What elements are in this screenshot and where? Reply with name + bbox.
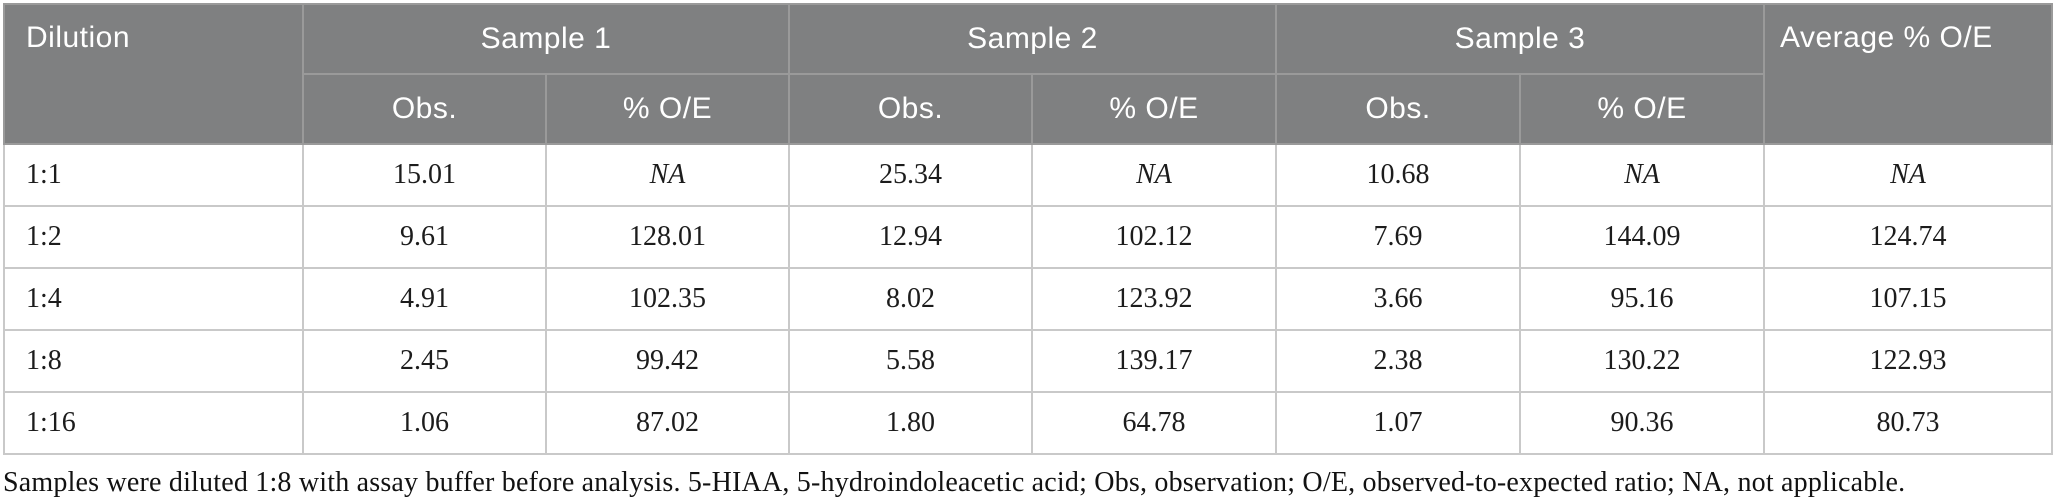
dilution-cell: 1:1 [3,143,304,207]
table-footnote: Samples were diluted 1:8 with assay buff… [3,467,1906,498]
table-cell: 128.01 [545,205,790,269]
table-cell: 124.74 [1763,205,2053,269]
table-cell: 7.69 [1275,205,1521,269]
table-cell: 122.93 [1763,329,2053,393]
dilution-cell: 1:16 [3,391,304,455]
table-cell: 130.22 [1519,329,1765,393]
table-cell: 90.36 [1519,391,1765,455]
table-cell: 10.68 [1275,143,1521,207]
table-cell: 1.06 [302,391,547,455]
col-header-sample2-obs: Obs. [788,73,1033,145]
col-header-dilution: Dilution [3,3,304,145]
table-row: 1:16 1.06 87.02 1.80 64.78 1.07 90.36 80… [3,391,2053,455]
table-cell: 12.94 [788,205,1033,269]
col-header-average-oe: Average % O/E [1763,3,2053,145]
dilution-cell: 1:8 [3,329,304,393]
table-cell: 2.45 [302,329,547,393]
col-header-sample3: Sample 3 [1275,3,1765,75]
table-cell: 102.35 [545,267,790,331]
table-cell: 123.92 [1031,267,1277,331]
table-cell: 87.02 [545,391,790,455]
col-header-sample3-obs: Obs. [1275,73,1521,145]
table-cell: 9.61 [302,205,547,269]
table-cell: 15.01 [302,143,547,207]
table-row: 1:4 4.91 102.35 8.02 123.92 3.66 95.16 1… [3,267,2053,331]
table-header: Dilution Sample 1 Sample 2 Sample 3 Aver… [3,3,2053,145]
col-header-sample2: Sample 2 [788,3,1277,75]
table-figure: Dilution Sample 1 Sample 2 Sample 3 Aver… [0,3,2068,503]
table-cell: NA [1519,143,1765,207]
table-cell: 8.02 [788,267,1033,331]
table-cell: 64.78 [1031,391,1277,455]
table-cell: 80.73 [1763,391,2053,455]
header-row-subcolumns: Obs. % O/E Obs. % O/E Obs. % O/E [4,73,2052,145]
dilution-cell: 1:4 [3,267,304,331]
table-cell: 139.17 [1031,329,1277,393]
table-cell: NA [1031,143,1277,207]
table-cell: 25.34 [788,143,1033,207]
table-cell: 5.58 [788,329,1033,393]
table-cell: 2.38 [1275,329,1521,393]
table-body: 1:1 15.01 NA 25.34 NA 10.68 NA NA 1:2 9.… [3,143,2053,455]
table-cell: 4.91 [302,267,547,331]
table-cell: 1.07 [1275,391,1521,455]
table-cell: NA [545,143,790,207]
header-row-groups: Dilution Sample 1 Sample 2 Sample 3 Aver… [3,3,2053,145]
table-cell: 99.42 [545,329,790,393]
table-row: 1:2 9.61 128.01 12.94 102.12 7.69 144.09… [3,205,2053,269]
table-cell: 102.12 [1031,205,1277,269]
table-cell: 1.80 [788,391,1033,455]
table-row: 1:1 15.01 NA 25.34 NA 10.68 NA NA [3,143,2053,207]
col-header-sample1-oe: % O/E [545,73,790,145]
table-cell: 95.16 [1519,267,1765,331]
table-cell: 144.09 [1519,205,1765,269]
col-header-sample1: Sample 1 [302,3,790,75]
col-header-sample3-oe: % O/E [1519,73,1765,145]
dilution-cell: 1:2 [3,205,304,269]
dilution-linearity-table: Dilution Sample 1 Sample 2 Sample 3 Aver… [3,3,2053,455]
col-header-sample2-oe: % O/E [1031,73,1277,145]
table-cell: 3.66 [1275,267,1521,331]
table-cell: 107.15 [1763,267,2053,331]
col-header-sample1-obs: Obs. [302,73,547,145]
table-cell: NA [1763,143,2053,207]
table-row: 1:8 2.45 99.42 5.58 139.17 2.38 130.22 1… [3,329,2053,393]
